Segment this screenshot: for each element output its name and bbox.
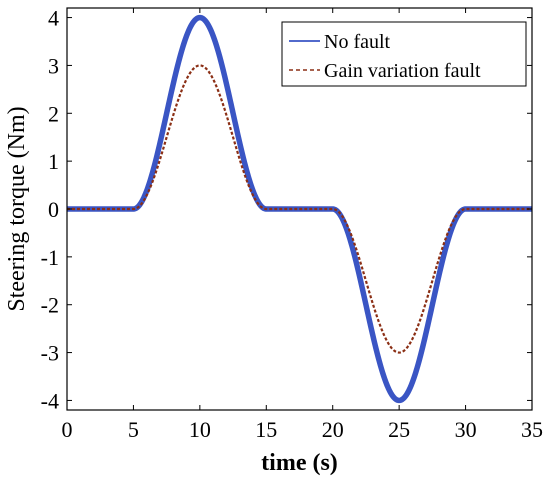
legend-entry-gain-variation-fault: Gain variation fault [324, 60, 481, 82]
y-tick-label: 4 [48, 6, 59, 31]
x-tick-label: 25 [388, 417, 410, 442]
y-axis-label: Steering torque (Nm) [4, 106, 30, 311]
series-layer [64, 14, 535, 404]
ticks-layer: 0 5 10 15 20 25 30 35 -4 -3 -2 -1 0 1 2 3 4 [41, 6, 543, 442]
y-tick-label: -2 [41, 293, 59, 318]
y-tick-label: -1 [41, 245, 59, 270]
plot-frame [66, 7, 533, 411]
x-tick-label: 5 [128, 417, 139, 442]
x-axis-label: time (s) [261, 450, 338, 476]
y-tick-label: -4 [41, 388, 59, 413]
x-tick-label: 35 [521, 417, 543, 442]
legend-box [281, 21, 527, 87]
legend-entry-no-fault: No fault [324, 31, 391, 53]
x-tick-label: 0 [62, 417, 73, 442]
series-line-gain-variation-fault [66, 64, 533, 354]
y-tick-label: 1 [48, 149, 59, 174]
y-tick-label: -3 [41, 341, 59, 366]
y-tick-label: 3 [48, 53, 59, 78]
x-tick-label: 15 [255, 417, 277, 442]
y-tick-label: 2 [48, 101, 59, 126]
legend: No fault Gain variation fault [281, 21, 527, 87]
x-tick-label: 10 [189, 417, 211, 442]
x-tick-label: 20 [322, 417, 344, 442]
x-tick-label: 30 [455, 417, 477, 442]
y-tick-label: 0 [48, 197, 59, 222]
